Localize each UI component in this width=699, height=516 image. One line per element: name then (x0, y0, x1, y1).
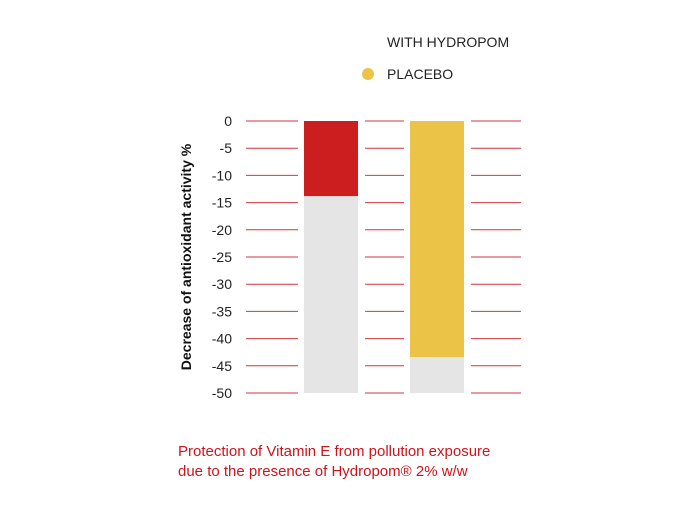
legend-dot-placebo (362, 68, 374, 80)
y-tick-label: -10 (212, 167, 232, 183)
y-tick-label: -30 (212, 276, 232, 292)
bar-with-hydropom (304, 121, 358, 197)
legend-label: WITH HYDROPOM (387, 34, 510, 50)
legend-dot-with-hydropom (362, 36, 374, 48)
y-tick-label: 0 (224, 113, 232, 129)
y-tick-label: -50 (212, 385, 232, 401)
caption-line-1: Protection of Vitamin E from pollution e… (178, 443, 491, 460)
legend-label: PLACEBO (387, 66, 454, 82)
y-tick-label: -25 (212, 249, 232, 265)
y-tick-label: -35 (212, 303, 232, 319)
y-tick-label: -40 (212, 331, 232, 347)
y-tick-label: -5 (220, 140, 233, 156)
y-tick-label: -15 (212, 195, 232, 211)
y-tick-label: -20 (212, 222, 232, 238)
legend-item-with-hydropom: WITH HYDROPOM (362, 34, 509, 50)
bar-placebo (410, 121, 464, 358)
y-tick-label: -45 (212, 358, 232, 374)
legend-item-placebo: PLACEBO (362, 66, 453, 82)
chart-caption: Protection of Vitamin E from pollution e… (178, 442, 490, 482)
caption-line-2: due to the presence of Hydropom® 2% w/w (178, 463, 468, 480)
